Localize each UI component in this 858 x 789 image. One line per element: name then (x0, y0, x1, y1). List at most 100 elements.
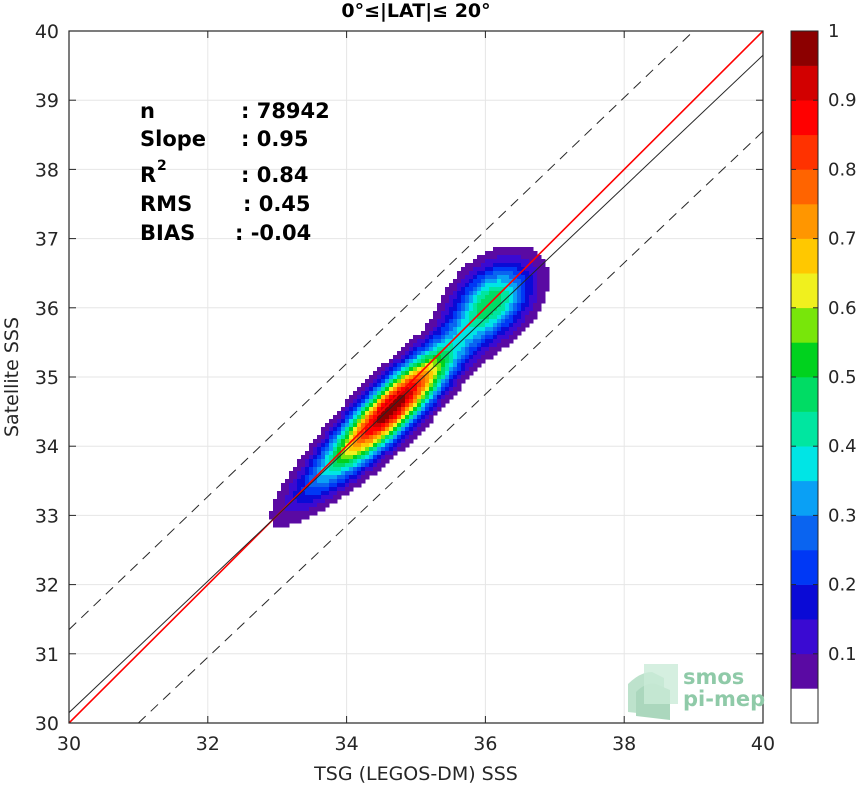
density-cell (457, 271, 462, 276)
density-cell (477, 323, 482, 328)
density-cell (505, 247, 510, 252)
density-cell (457, 315, 462, 320)
colorbar-segment (791, 377, 818, 412)
density-cell (461, 331, 466, 336)
density-cell (501, 275, 506, 280)
density-cell (273, 511, 278, 516)
density-cell (485, 275, 490, 280)
density-cell (377, 375, 382, 380)
colorbar-tick-label: 0.2 (828, 575, 857, 596)
grid-lines (68, 30, 764, 724)
density-cell (385, 407, 390, 412)
density-cell (453, 391, 458, 396)
density-cell (533, 259, 538, 264)
density-cell (393, 367, 398, 372)
density-cell (529, 255, 534, 260)
density-cell (365, 455, 370, 460)
density-cell (449, 283, 454, 288)
density-cell (341, 411, 346, 416)
density-cell (393, 391, 398, 396)
density-cell (385, 447, 390, 452)
density-cell (441, 327, 446, 332)
density-cell (345, 439, 350, 444)
density-cell (341, 443, 346, 448)
density-cell (337, 411, 342, 416)
density-cell (405, 395, 410, 400)
density-cell (341, 487, 346, 492)
density-cell (309, 503, 314, 508)
density-cell (345, 423, 350, 428)
density-cell (477, 315, 482, 320)
density-cell (509, 339, 514, 344)
density-cell (417, 387, 422, 392)
density-cell (453, 295, 458, 300)
density-cell (433, 359, 438, 364)
density-cell (461, 287, 466, 292)
density-cell (377, 459, 382, 464)
density-cell (525, 311, 530, 316)
density-cell (353, 391, 358, 396)
density-cell (473, 303, 478, 308)
density-cell (329, 483, 334, 488)
density-cell (409, 371, 414, 376)
density-cell (437, 355, 442, 360)
density-cell (485, 299, 490, 304)
density-cell (389, 407, 394, 412)
density-cell (345, 455, 350, 460)
density-cell (437, 391, 442, 396)
density-cell (377, 403, 382, 408)
density-cell (441, 331, 446, 336)
density-cell (329, 435, 334, 440)
density-cell (485, 259, 490, 264)
density-cell (469, 287, 474, 292)
density-cell (425, 395, 430, 400)
density-cell (405, 375, 410, 380)
density-cell (473, 287, 478, 292)
density-cell (329, 463, 334, 468)
density-cell (317, 483, 322, 488)
density-cell (521, 319, 526, 324)
density-cell (425, 331, 430, 336)
stat-value: : -0.04 (235, 221, 311, 245)
density-cell (477, 355, 482, 360)
density-cell (345, 475, 350, 480)
density-cell (493, 263, 498, 268)
density-cell (485, 355, 490, 360)
density-cell (465, 335, 470, 340)
density-cell (433, 403, 438, 408)
density-cell (445, 339, 450, 344)
density-cell (457, 283, 462, 288)
density-cell (441, 303, 446, 308)
density-cell (429, 327, 434, 332)
density-cell (301, 475, 306, 480)
density-cell (373, 395, 378, 400)
density-cell (325, 423, 330, 428)
density-cell (489, 327, 494, 332)
density-cell (497, 295, 502, 300)
density-cell (393, 439, 398, 444)
density-cell (525, 267, 530, 272)
density-cell (349, 435, 354, 440)
density-cell (341, 463, 346, 468)
density-cell (305, 463, 310, 468)
density-cell (317, 439, 322, 444)
density-cell (385, 439, 390, 444)
density-cell (301, 507, 306, 512)
x-tick-label: 32 (196, 733, 220, 755)
density-cell (425, 367, 430, 372)
density-cell (297, 467, 302, 472)
density-cell (433, 383, 438, 388)
density-cell (325, 487, 330, 492)
density-cell (345, 403, 350, 408)
density-cell (413, 387, 418, 392)
density-cell (285, 523, 290, 528)
density-cell (337, 471, 342, 476)
density-cell (521, 287, 526, 292)
colorbar-segment (791, 31, 818, 66)
density-cell (373, 391, 378, 396)
density-cell (437, 375, 442, 380)
colorbar-segment (791, 204, 818, 239)
density-cell (381, 455, 386, 460)
density-cell (333, 499, 338, 504)
density-cell (385, 411, 390, 416)
